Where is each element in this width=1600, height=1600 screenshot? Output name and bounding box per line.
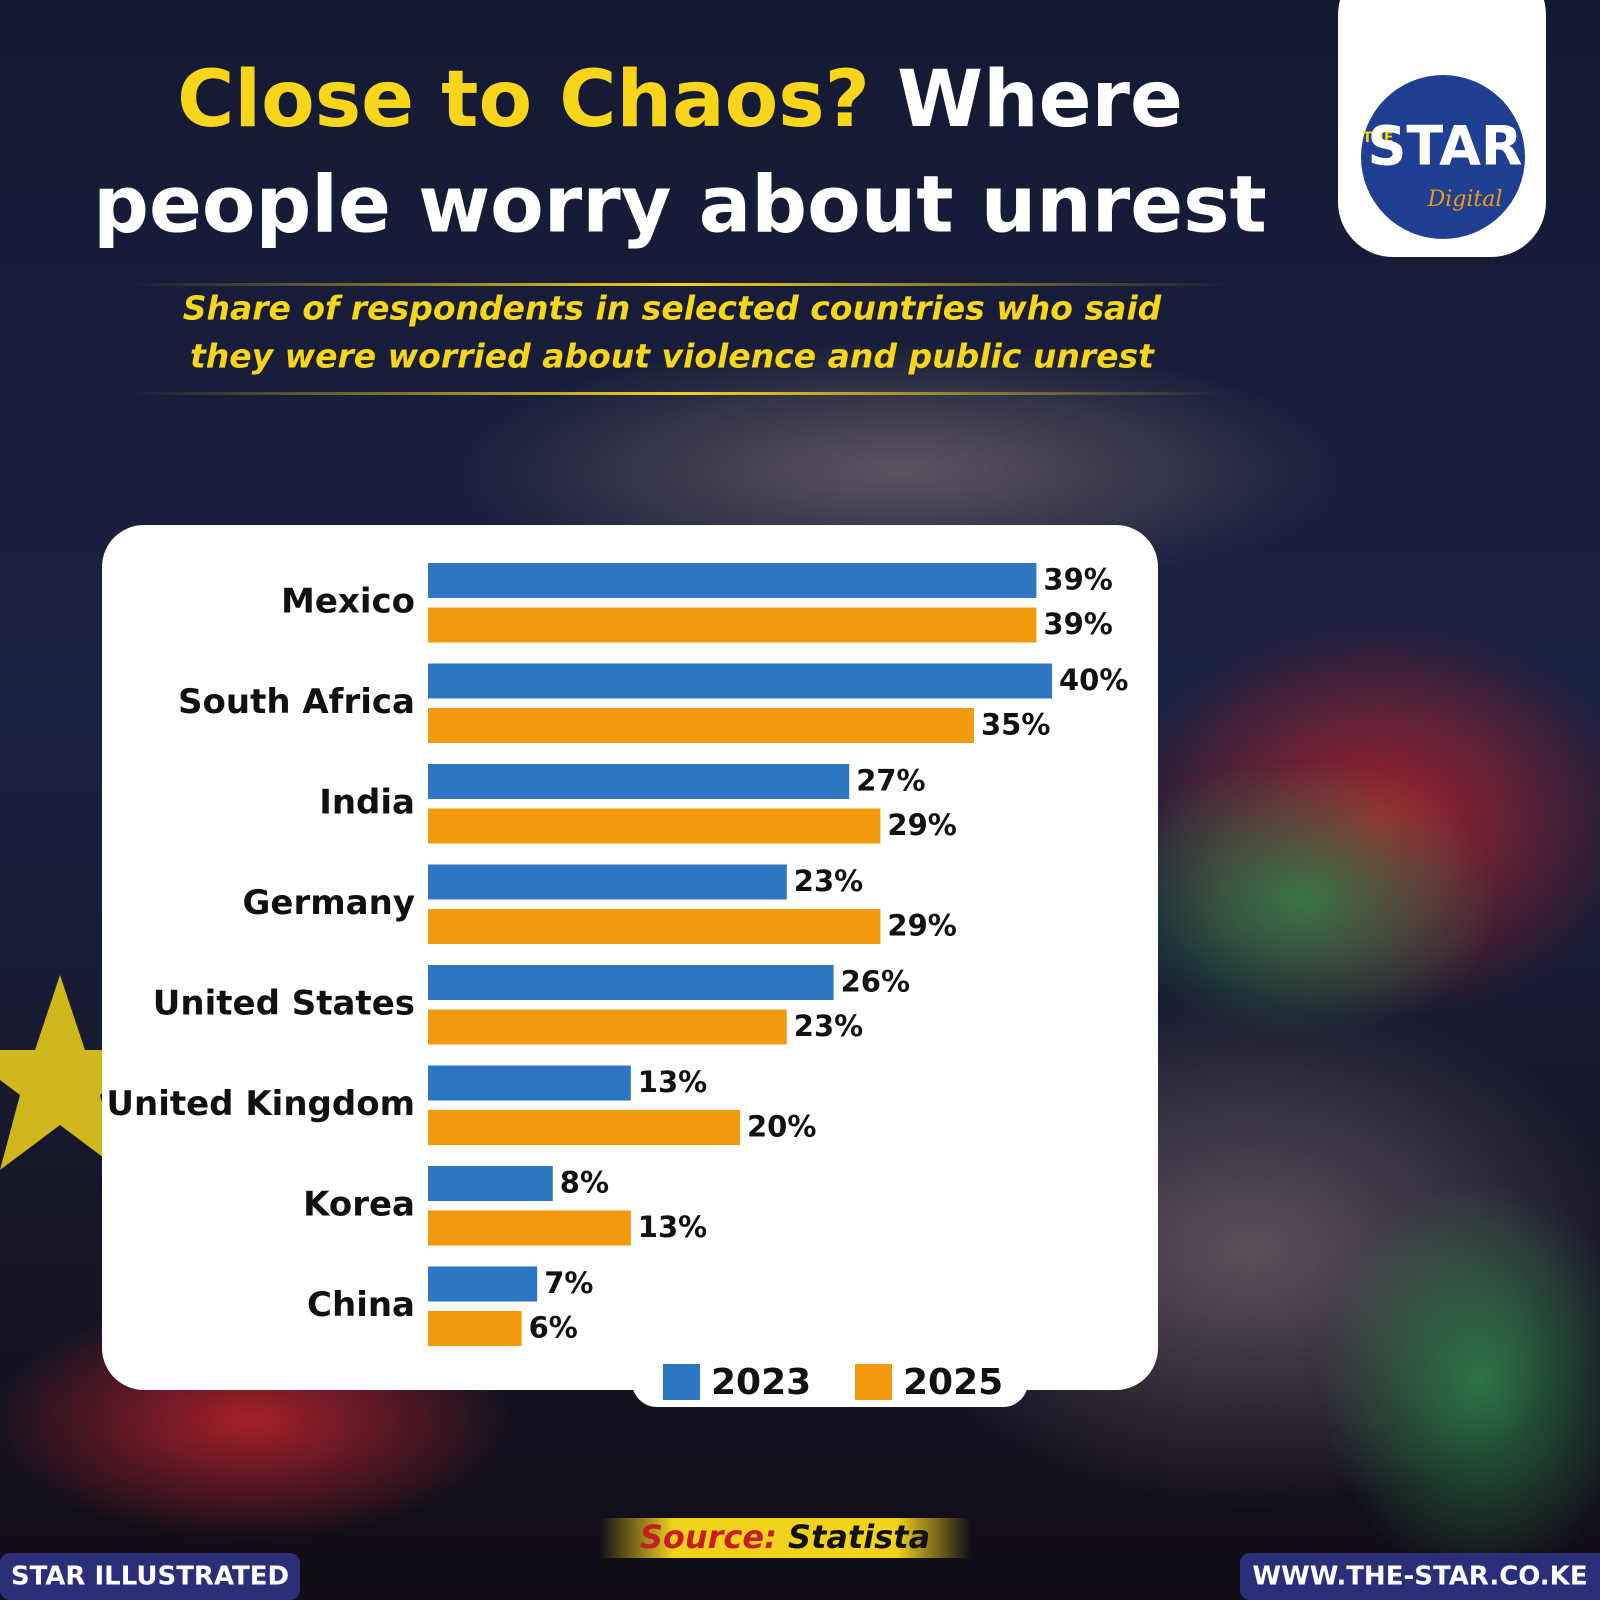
value-label: 23% — [794, 864, 863, 898]
legend-label: 2025 — [903, 1362, 1003, 1403]
title-highlight: Close to Chaos? — [177, 55, 870, 145]
bar — [428, 1311, 522, 1346]
plot: Mexico 39% 39% South Africa 40% 35% India 27% 29… — [106, 563, 1128, 1346]
value-label: 20% — [747, 1110, 816, 1144]
value-label: 39% — [1043, 607, 1112, 641]
logo-name: STAR — [1368, 115, 1523, 178]
bar — [428, 708, 974, 743]
value-label: 26% — [841, 965, 910, 999]
title-text: Where — [897, 55, 1183, 145]
footer-left: STAR ILLUSTRATED — [11, 1562, 289, 1592]
bar — [428, 563, 1037, 598]
source-label: Source: — [640, 1518, 777, 1556]
category-label: Korea — [303, 1184, 415, 1224]
footer-right: WWW.THE-STAR.CO.KE — [1252, 1562, 1587, 1592]
category-label: India — [319, 782, 415, 822]
bg-star — [0, 975, 160, 1170]
legend-box — [632, 1357, 1028, 1407]
bar — [428, 1266, 538, 1302]
category-label: Mexico — [281, 581, 415, 621]
bg-photo — [1100, 760, 1500, 1040]
legend-label: 2023 — [711, 1362, 811, 1403]
footer-box — [1240, 1553, 1600, 1600]
divider — [130, 283, 1230, 286]
category-label: South Africa — [178, 682, 415, 722]
value-label: 6% — [529, 1311, 578, 1345]
bar — [428, 663, 1052, 699]
logo-prefix: THE — [1363, 130, 1394, 146]
source-box — [600, 1518, 970, 1558]
bar — [428, 1166, 553, 1201]
value-label: 40% — [1059, 663, 1128, 697]
footer-box — [0, 1553, 300, 1600]
source: Source: Statista — [640, 1518, 930, 1556]
category-label: Germany — [243, 883, 415, 923]
subtitle: they were worried about violence and pub… — [190, 337, 1155, 376]
value-label: 8% — [560, 1166, 609, 1200]
bar — [428, 1065, 631, 1101]
bar — [428, 1110, 740, 1145]
value-label: 7% — [544, 1266, 593, 1300]
legend: 2023 2025 — [663, 1362, 1003, 1403]
bar — [428, 808, 881, 844]
category-label: United States — [153, 983, 415, 1023]
chart-card — [102, 525, 1158, 1390]
title-line: Close to Chaos? Where — [177, 55, 1183, 145]
value-label: 13% — [638, 1065, 707, 1099]
logo-tagline: Digital — [1427, 187, 1503, 212]
bar — [428, 764, 850, 799]
source-name: Statista — [788, 1518, 930, 1556]
value-label: 35% — [981, 708, 1050, 742]
bg-photo — [1320, 1180, 1600, 1580]
bar — [428, 1009, 787, 1045]
divider — [130, 392, 1230, 395]
subtitle: Share of respondents in selected countri… — [183, 289, 1162, 328]
value-label: 29% — [887, 909, 956, 943]
bar — [428, 965, 834, 1000]
bar — [428, 864, 787, 900]
value-label: 39% — [1043, 563, 1112, 597]
bar — [428, 607, 1037, 643]
bar — [428, 1210, 631, 1246]
value-label: 13% — [638, 1210, 707, 1244]
title-text: people worry about unrest — [93, 160, 1267, 250]
logo-circle — [1361, 75, 1525, 239]
category-label: United Kingdom — [106, 1084, 415, 1124]
category-label: China — [307, 1285, 415, 1325]
legend-swatch — [663, 1364, 700, 1400]
value-label: 27% — [856, 764, 925, 798]
value-label: 23% — [794, 1009, 863, 1043]
legend-swatch — [855, 1364, 892, 1400]
value-label: 29% — [887, 808, 956, 842]
bar — [428, 909, 881, 944]
